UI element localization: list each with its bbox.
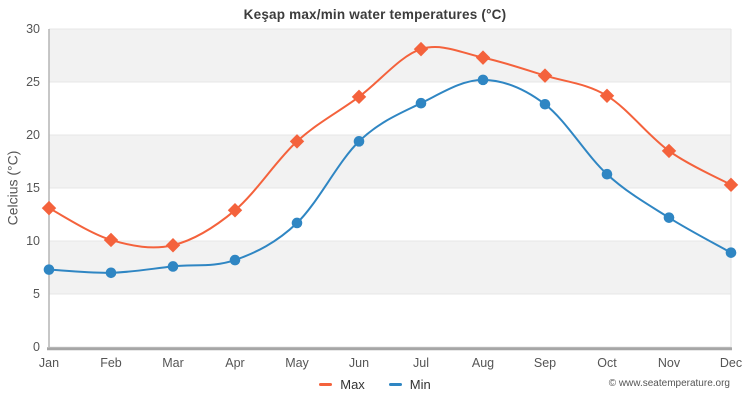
x-tick-label: Nov [658,356,681,370]
point-min-Mar [167,261,179,272]
x-tick-label: Aug [472,356,494,370]
legend-item-min[interactable]: Min [388,376,431,392]
point-min-May [291,217,303,229]
point-min-Oct [601,168,613,180]
max-series-swatch [319,382,333,386]
chart-plot: 0 5 10 15 20 25 30 Jan Feb Mar Apr May Jun Jul Aug Sep O… [26,22,742,370]
x-tick-label: May [285,356,309,370]
legend: Max Min [0,374,750,394]
point-min-Feb [105,267,117,279]
x-tick-label: Jan [39,356,59,370]
point-min-Nov [663,212,675,223]
max-series-label: Max [340,376,365,392]
point-min-Jul [415,97,427,109]
y-tick-label: 0 [33,340,40,354]
plot-band [49,241,731,294]
point-min-Apr [229,254,241,266]
y-tick-label: 30 [26,22,40,36]
x-tick-label: Jun [349,356,369,370]
x-tick-label: Sep [534,356,556,370]
point-max-Aug [475,50,491,65]
point-min-Aug [477,74,489,86]
y-tick-label: 25 [26,75,40,89]
point-min-Jan [43,264,55,275]
plot-band [49,135,731,188]
x-tick-label: Oct [597,356,617,370]
copyright-text: © www.seatemperature.org [608,378,730,389]
x-tick-label: Apr [225,356,244,370]
chart-title: Keşap max/min water temperatures (°C) [243,7,507,22]
x-tick-label: Feb [100,356,122,370]
point-min-Sep [539,98,551,110]
plot-band [49,29,731,82]
y-tick-label: 20 [26,128,40,142]
min-series-label: Min [409,376,431,392]
min-series-swatch [388,382,402,386]
point-min-Dec [725,247,737,258]
y-tick-label: 10 [26,234,40,248]
point-max-Oct [599,88,615,103]
x-tick-label: Mar [162,356,184,370]
y-tick-label: 15 [26,181,40,195]
point-max-Jan [41,200,57,216]
point-max-Jul [413,41,429,57]
point-max-May [289,134,305,149]
y-tick-label: 5 [33,287,40,301]
point-min-Jun [353,136,365,147]
x-tick-label: Dec [720,356,742,370]
legend-item-max[interactable]: Max [319,377,365,392]
point-max-Jun [351,89,367,105]
x-tick-label: Jul [413,356,429,370]
